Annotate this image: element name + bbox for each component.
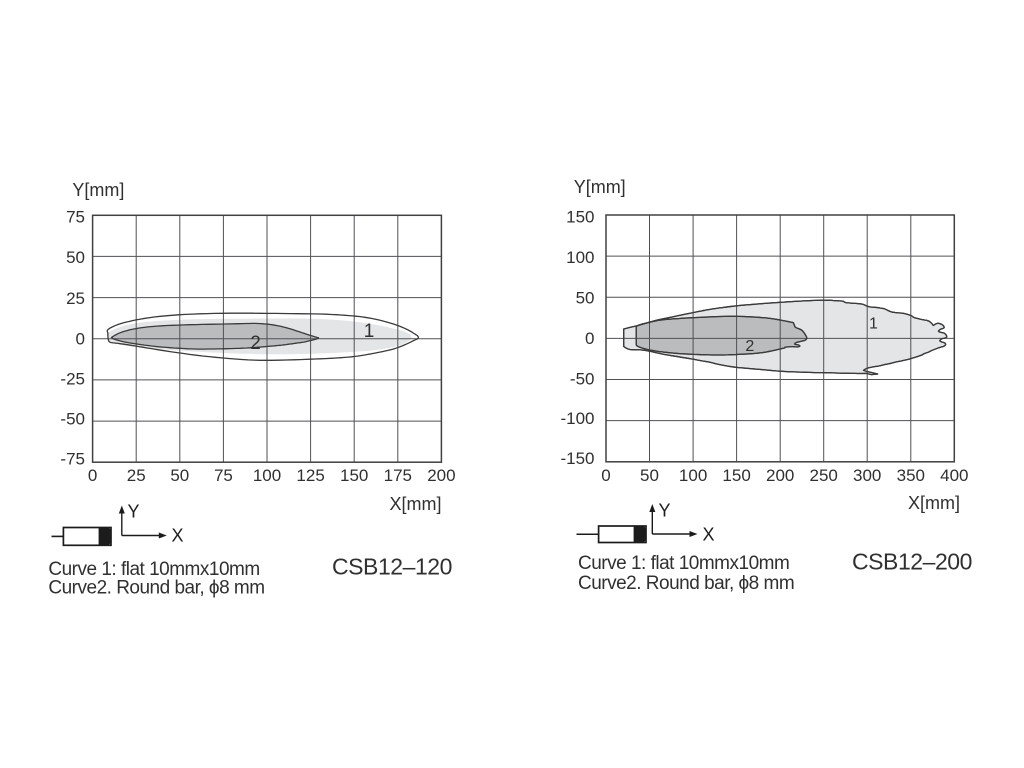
svg-text:-25: -25: [60, 370, 85, 389]
svg-text:150: 150: [722, 466, 750, 485]
svg-text:2: 2: [250, 333, 261, 354]
svg-text:CSB12–200: CSB12–200: [852, 549, 972, 575]
svg-text:200: 200: [427, 466, 455, 485]
svg-text:75: 75: [66, 208, 85, 227]
svg-text:CSB12–120: CSB12–120: [332, 554, 452, 580]
svg-text:100: 100: [253, 466, 281, 485]
svg-text:25: 25: [66, 289, 85, 308]
svg-text:X: X: [172, 526, 184, 546]
svg-text:50: 50: [170, 466, 189, 485]
svg-text:300: 300: [853, 466, 881, 485]
svg-text:150: 150: [566, 207, 594, 226]
svg-text:0: 0: [585, 329, 594, 348]
svg-text:-50: -50: [570, 369, 595, 388]
svg-text:Y[mm]: Y[mm]: [72, 180, 124, 200]
svg-text:50: 50: [640, 466, 659, 485]
svg-text:250: 250: [810, 466, 838, 485]
svg-text:50: 50: [66, 248, 85, 267]
svg-text:0: 0: [88, 466, 97, 485]
svg-text:125: 125: [296, 466, 324, 485]
svg-text:-50: -50: [60, 410, 85, 429]
svg-text:Curve2. Round bar, ϕ8 mm: Curve2. Round bar, ϕ8 mm: [48, 577, 264, 598]
svg-text:Y: Y: [128, 502, 140, 522]
svg-text:Y[mm]: Y[mm]: [574, 177, 626, 197]
svg-text:400: 400: [940, 466, 968, 485]
svg-text:200: 200: [766, 466, 794, 485]
svg-text:75: 75: [214, 466, 233, 485]
svg-text:350: 350: [897, 466, 925, 485]
svg-text:-75: -75: [60, 450, 85, 469]
svg-text:100: 100: [679, 466, 707, 485]
svg-text:50: 50: [576, 289, 595, 308]
svg-text:0: 0: [601, 466, 610, 485]
svg-text:0: 0: [76, 330, 85, 349]
svg-text:1: 1: [364, 321, 375, 342]
svg-text:X[mm]: X[mm]: [390, 494, 442, 514]
svg-text:Curve 1: flat 10mmx10mm: Curve 1: flat 10mmx10mm: [578, 553, 789, 574]
svg-text:X[mm]: X[mm]: [908, 493, 960, 513]
svg-text:100: 100: [566, 248, 594, 267]
svg-text:1: 1: [869, 316, 878, 333]
svg-text:2: 2: [745, 338, 754, 355]
svg-text:X: X: [703, 525, 715, 545]
svg-text:175: 175: [384, 466, 412, 485]
svg-text:-100: -100: [560, 409, 594, 428]
svg-text:Y: Y: [659, 501, 671, 521]
svg-text:-150: -150: [560, 449, 594, 468]
svg-text:Curve 1: flat 10mmx10mm: Curve 1: flat 10mmx10mm: [48, 559, 259, 580]
svg-text:150: 150: [340, 466, 368, 485]
svg-text:25: 25: [127, 466, 146, 485]
svg-text:Curve2. Round bar, ϕ8 mm: Curve2. Round bar, ϕ8 mm: [578, 573, 794, 594]
